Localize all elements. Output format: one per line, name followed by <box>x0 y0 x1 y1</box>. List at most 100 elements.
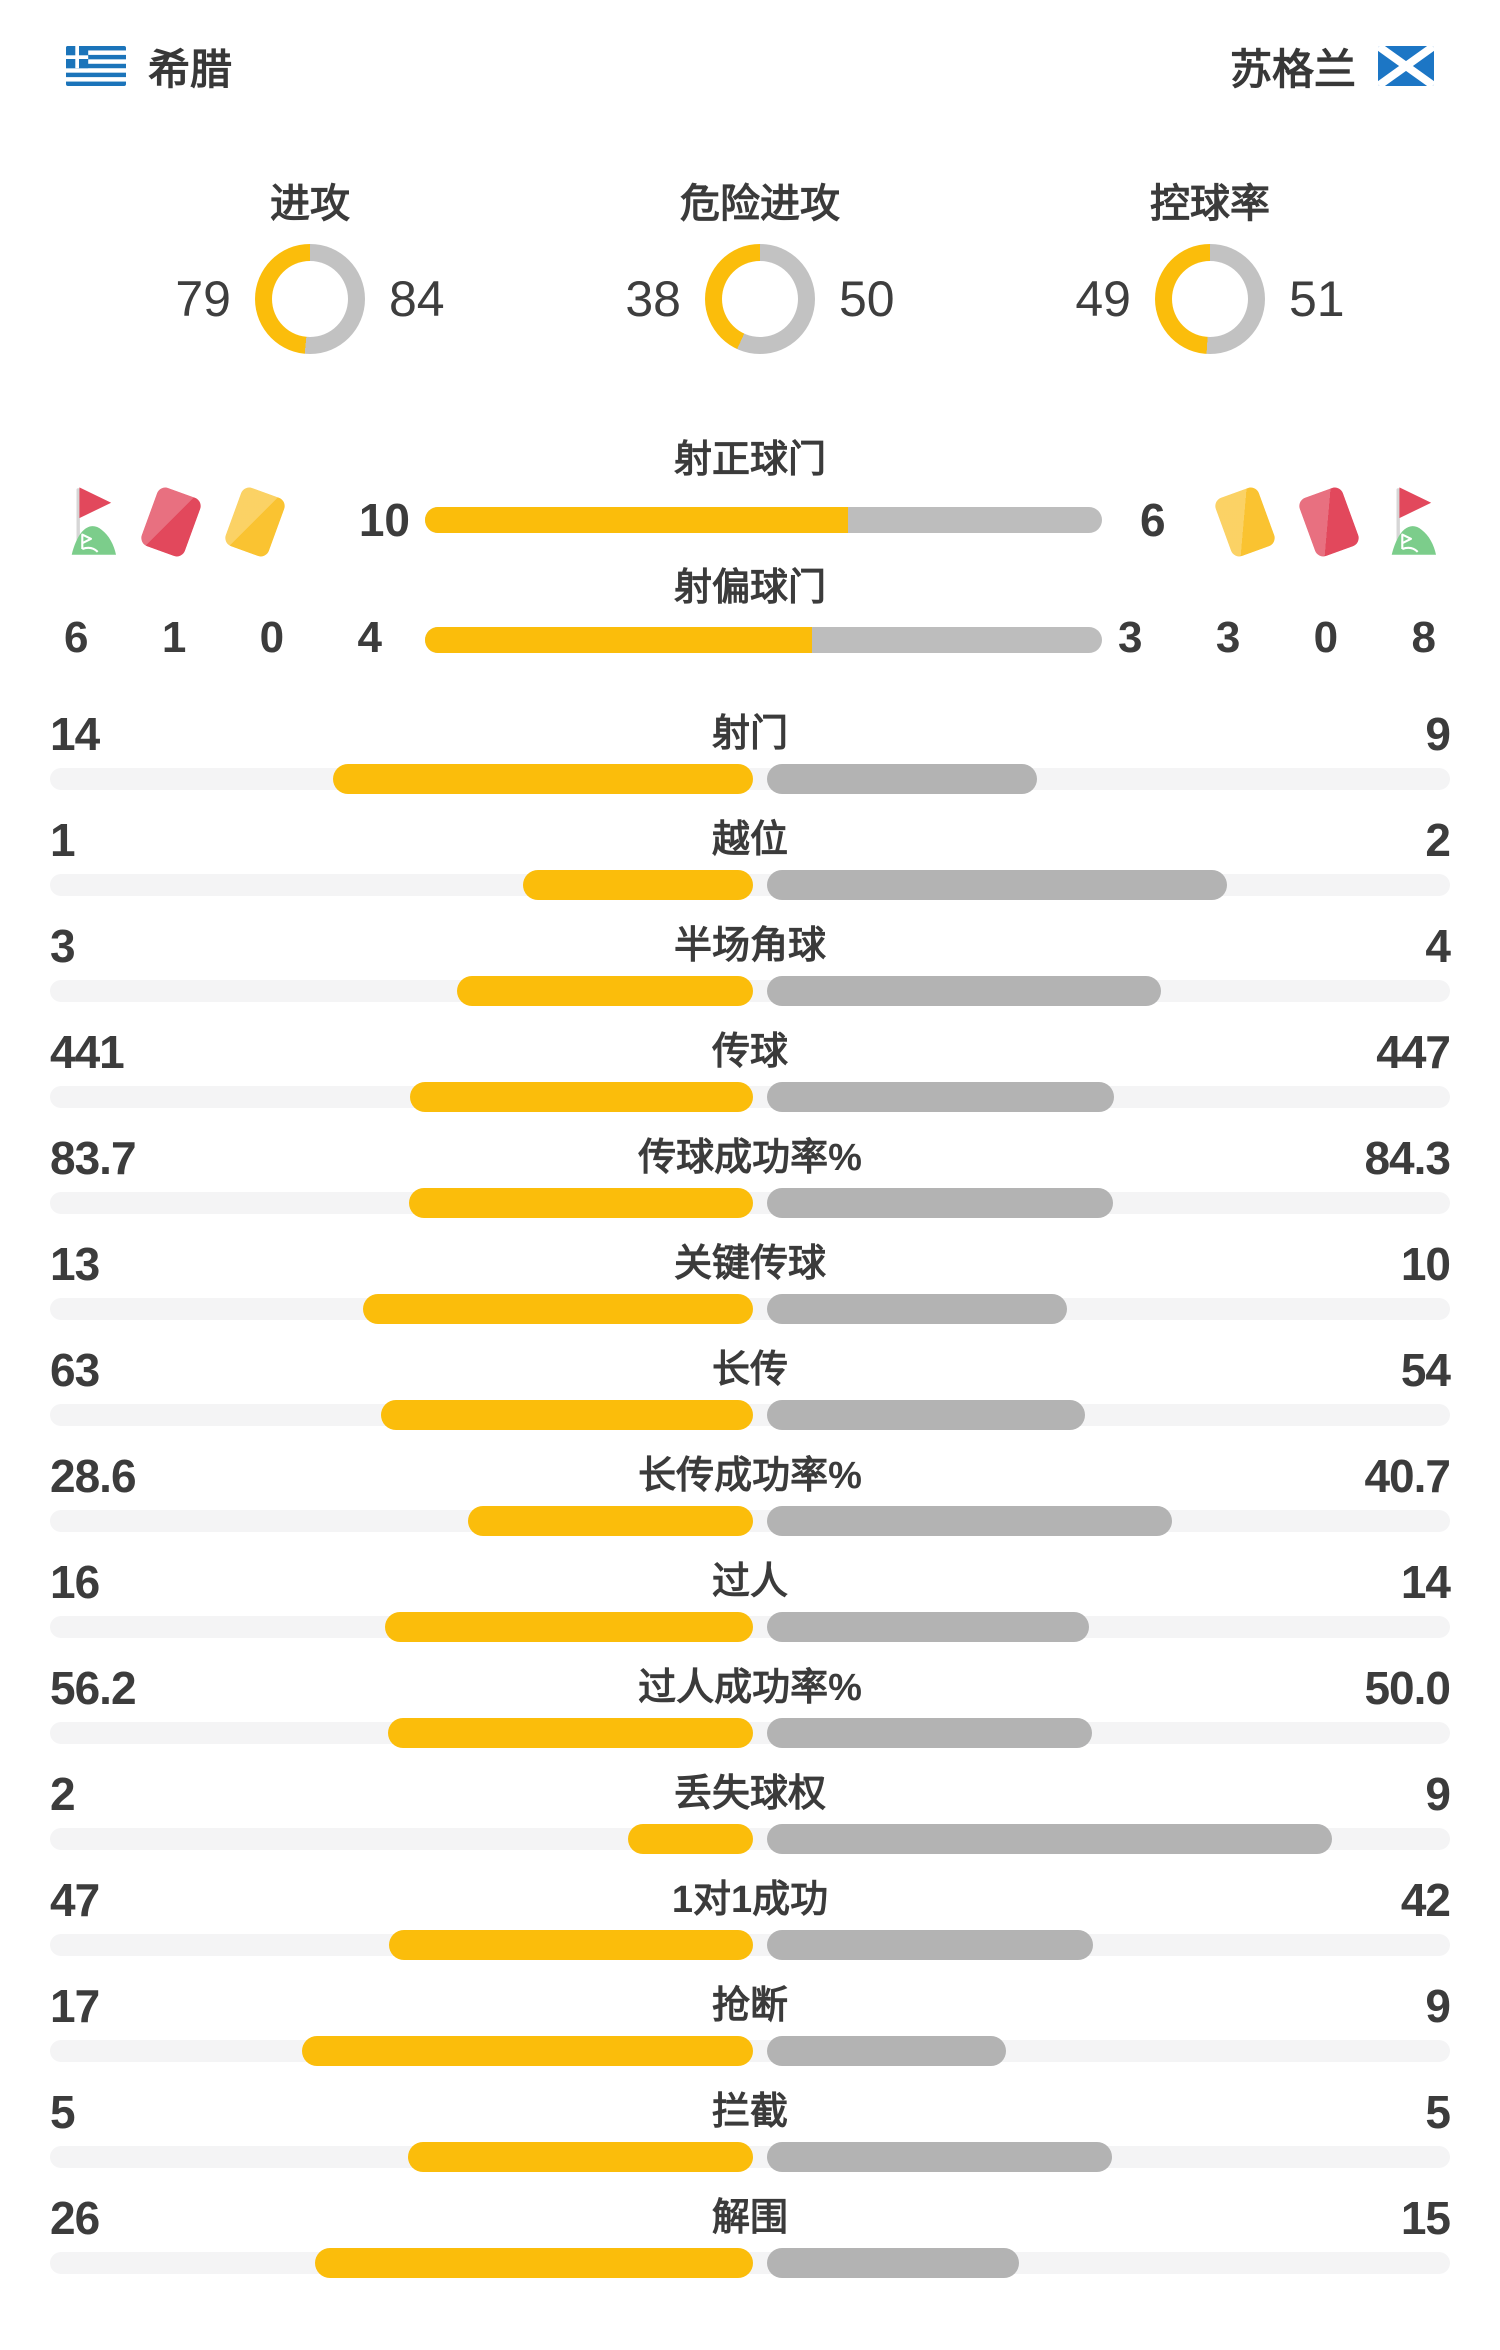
stat-bar-away-fill <box>767 1188 1113 1218</box>
stat-label: 越位 <box>711 819 788 861</box>
stat-label: 长传成功率% <box>638 1455 862 1497</box>
home-discipline-values: 6 1 0 4 <box>64 610 382 666</box>
stat-row: 传球成功率% 83.7 84.3 <box>0 1124 1500 1230</box>
stat-bar-away-fill <box>767 2142 1112 2172</box>
stat-row: 关键传球 13 10 <box>0 1230 1500 1336</box>
stat-home-value: 1 <box>50 814 76 866</box>
stat-bar <box>50 1930 1450 1960</box>
stat-away-value: 9 <box>1425 1980 1451 2032</box>
stat-row: 抢断 17 9 <box>0 1972 1500 2078</box>
stat-home-value: 28.6 <box>50 1450 137 1502</box>
donut-away-value: 50 <box>839 271 895 327</box>
home-team: 希腊 <box>66 36 232 97</box>
stat-home-value: 17 <box>50 1980 100 2032</box>
away-discipline-values: 3 3 0 8 <box>1118 610 1436 666</box>
stat-label: 抢断 <box>711 1985 788 2027</box>
donut-away-value: 84 <box>389 271 445 327</box>
donut-title: 进攻 <box>270 182 350 226</box>
stat-home-value: 83.7 <box>50 1132 137 1184</box>
stat-bar <box>50 2248 1450 2278</box>
away-cards-corners-icons <box>1212 480 1436 564</box>
stat-bar <box>50 1824 1450 1854</box>
stat-bar-away-fill <box>767 1930 1093 1960</box>
donut-title: 控球率 <box>1150 182 1270 226</box>
stat-bar <box>50 1718 1450 1748</box>
red-card-icon <box>138 485 204 559</box>
stat-away-value: 42 <box>1400 1874 1451 1926</box>
stat-away-value: 54 <box>1400 1344 1451 1396</box>
shots-off-target-label: 射偏球门 <box>673 567 826 609</box>
stat-bar <box>50 1294 1450 1324</box>
stat-bar <box>50 2036 1450 2066</box>
stat-home-value: 441 <box>50 1026 125 1078</box>
stats-list: 射门 14 9 越位 1 2 半场角球 3 4 <box>0 700 1500 2290</box>
stat-bar-home-fill <box>408 2142 753 2172</box>
stat-away-value: 10 <box>1400 1238 1451 1290</box>
donut-chart <box>255 244 365 354</box>
stat-away-value: 9 <box>1425 1768 1451 1820</box>
donut-home-value: 38 <box>625 271 681 327</box>
stat-home-value: 47 <box>50 1874 100 1926</box>
stat-label: 射门 <box>711 713 788 755</box>
stat-bar-away-fill <box>767 1082 1114 1112</box>
stat-row: 越位 1 2 <box>0 806 1500 912</box>
stat-label: 过人成功率% <box>638 1667 862 1709</box>
stat-home-value: 13 <box>50 1238 100 1290</box>
discipline-value: 1 <box>161 613 187 662</box>
stat-bar-away-fill <box>767 764 1037 794</box>
stat-bar-away-fill <box>767 1824 1332 1854</box>
stat-bar-home-fill <box>409 1188 753 1218</box>
stat-bar-home-fill <box>333 764 753 794</box>
discipline-value: 4 <box>357 613 382 662</box>
donut-column: 控球率 49 51 <box>990 180 1430 354</box>
donut-column: 危险进攻 38 50 <box>540 180 980 354</box>
stat-label: 解围 <box>711 2197 788 2239</box>
stat-bar-away-fill <box>767 976 1161 1006</box>
stat-row: 丢失球权 2 9 <box>0 1760 1500 1866</box>
stat-row: 过人 16 14 <box>0 1548 1500 1654</box>
stat-label: 丢失球权 <box>673 1773 826 1815</box>
stat-bar-away-fill <box>767 870 1227 900</box>
stat-home-value: 14 <box>50 708 100 760</box>
away-team: 苏格兰 <box>1230 36 1434 97</box>
stat-label: 长传 <box>711 1349 788 1391</box>
discipline-value: 3 <box>1215 613 1241 662</box>
stat-bar <box>50 1188 1450 1218</box>
stat-label: 1对1成功 <box>671 1879 829 1921</box>
stat-bar-home-fill <box>410 1082 753 1112</box>
stat-row: 解围 26 15 <box>0 2184 1500 2290</box>
header: 希腊 苏格兰 <box>0 40 1500 93</box>
stat-bar-home-fill <box>388 1718 753 1748</box>
stat-home-value: 16 <box>50 1556 100 1608</box>
shots-on-target-away-value: 6 <box>1140 494 1166 546</box>
stat-bar-home-fill <box>315 2248 753 2278</box>
stat-bar-home-fill <box>523 870 753 900</box>
stat-bar <box>50 1506 1450 1536</box>
stat-row: 传球 441 447 <box>0 1018 1500 1124</box>
stat-away-value: 2 <box>1425 814 1451 866</box>
stat-bar <box>50 1612 1450 1642</box>
stat-bar-away-fill <box>767 1400 1085 1430</box>
donut-home-value: 49 <box>1075 271 1131 327</box>
stat-home-value: 26 <box>50 2192 100 2244</box>
stat-away-value: 4 <box>1425 920 1451 972</box>
stat-row: 1对1成功 47 42 <box>0 1866 1500 1972</box>
donut-chart <box>705 244 815 354</box>
stat-away-value: 9 <box>1425 708 1451 760</box>
stat-away-value: 84.3 <box>1364 1132 1451 1184</box>
donut-section: 进攻 79 84 危险进攻 38 50 控球率 49 51 <box>0 180 1500 354</box>
stat-home-value: 2 <box>50 1768 76 1820</box>
shots-on-target-bar-home-fill <box>425 507 849 533</box>
stat-label: 过人 <box>711 1561 788 1603</box>
home-team-name: 希腊 <box>148 45 233 93</box>
stat-label: 传球 <box>711 1031 788 1073</box>
shots-off-target-bar-home-fill <box>425 627 812 653</box>
stat-bar-away-fill <box>767 1294 1067 1324</box>
stat-bar-home-fill <box>385 1612 753 1642</box>
donut-home-value: 79 <box>175 271 231 327</box>
stat-bar-away-fill <box>767 1506 1172 1536</box>
stat-bar-home-fill <box>628 1824 753 1854</box>
stat-row: 过人成功率% 56.2 50.0 <box>0 1654 1500 1760</box>
stat-bar-home-fill <box>468 1506 753 1536</box>
yellow-card-icon <box>222 485 288 559</box>
